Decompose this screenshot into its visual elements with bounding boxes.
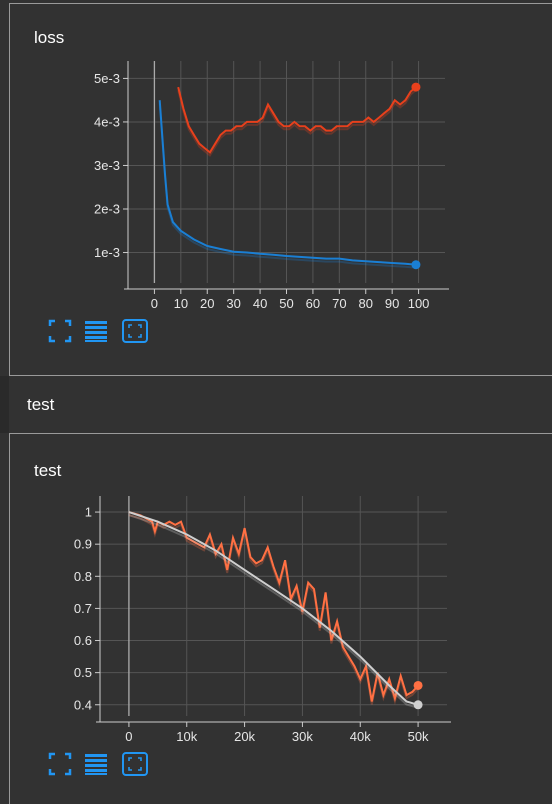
- log-scale-button[interactable]: [84, 319, 108, 343]
- section-bar: [0, 376, 9, 433]
- loss-chart-toolbar: [48, 319, 158, 343]
- x-tick-label: 40: [253, 296, 267, 311]
- y-tick-label: 1e-3: [94, 245, 120, 260]
- x-tick-label: 60: [306, 296, 320, 311]
- x-tick-label: 0: [125, 729, 132, 744]
- y-tick-label: 0.8: [74, 569, 92, 584]
- fit-domain-icon: [122, 752, 148, 776]
- x-tick-label: 40k: [350, 729, 371, 744]
- x-tick-label: 100: [408, 296, 430, 311]
- y-tick-label: 0.5: [74, 665, 92, 680]
- series-line: [128, 511, 419, 703]
- fit-domain-button[interactable]: [122, 319, 148, 343]
- series-line-raw: [128, 514, 419, 706]
- list-icon: [85, 321, 107, 342]
- series-endpoint: [413, 700, 423, 710]
- y-tick-label: 4e-3: [94, 114, 120, 129]
- y-tick-label: 1: [85, 505, 92, 520]
- x-tick-label: 30k: [292, 729, 313, 744]
- y-tick-label: 0.9: [74, 537, 92, 552]
- fit-domain-icon: [122, 319, 148, 343]
- x-tick-label: 30: [226, 296, 240, 311]
- y-tick-label: 5e-3: [94, 71, 120, 86]
- card-title: loss: [34, 28, 65, 47]
- x-tick-label: 90: [385, 296, 399, 311]
- list-icon: [85, 754, 107, 775]
- fullscreen-icon: [48, 319, 72, 343]
- x-tick-label: 50: [279, 296, 293, 311]
- test-chart[interactable]: 0 10k 20k 30k 40k 50k 1 0.9 0.8 0.7 0.6 0.5 0.4: [10, 434, 552, 744]
- card-title: test: [34, 461, 62, 480]
- y-tick-label: 2e-3: [94, 202, 120, 217]
- fullscreen-button[interactable]: [48, 752, 72, 776]
- y-tick-label: 0.4: [74, 697, 92, 712]
- section-header-test[interactable]: test: [0, 376, 552, 433]
- fullscreen-icon: [48, 752, 72, 776]
- x-tick-label: 50k: [408, 729, 429, 744]
- series-line-raw: [128, 514, 419, 709]
- series-line: [128, 511, 419, 706]
- x-tick-label: 80: [359, 296, 373, 311]
- x-tick-label: 20k: [234, 729, 255, 744]
- x-tick-label: 10k: [176, 729, 197, 744]
- series-line: [158, 100, 416, 266]
- fit-domain-button[interactable]: [122, 752, 148, 776]
- series-line-raw: [177, 89, 417, 157]
- loss-card: loss 0 10 20 30 40 50 60 70 80 90 100 1e-3 2e-3 3e-3 4…: [9, 3, 552, 376]
- y-tick-label: 0.7: [74, 601, 92, 616]
- section-title: test: [27, 395, 55, 414]
- fullscreen-button[interactable]: [48, 319, 72, 343]
- loss-chart[interactable]: 0 10 20 30 40 50 60 70 80 90 100 1e-3 2e-3 3e-3 4e-3 5e…: [10, 4, 552, 311]
- log-scale-button[interactable]: [84, 752, 108, 776]
- y-tick-label: 0.6: [74, 633, 92, 648]
- series-line: [177, 86, 417, 154]
- x-tick-label: 10: [174, 296, 188, 311]
- test-chart-toolbar: [48, 752, 158, 776]
- series-endpoint: [411, 82, 421, 92]
- y-tick-label: 3e-3: [94, 158, 120, 173]
- series-line-raw: [158, 103, 416, 269]
- x-tick-label: 70: [332, 296, 346, 311]
- x-tick-label: 20: [200, 296, 214, 311]
- series-endpoint: [413, 680, 423, 690]
- test-card: test 0 10k 20k 30k 40k 50k 1 0.9 0.8 0.7 0.6 0.5 0.4: [9, 433, 552, 804]
- series-endpoint: [411, 260, 421, 270]
- x-tick-label: 0: [151, 296, 158, 311]
